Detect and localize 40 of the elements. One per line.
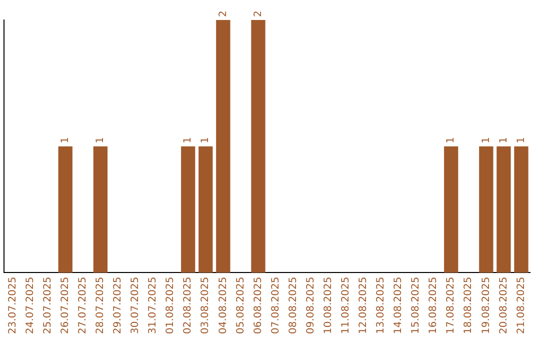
x-tick-label: 17.08.2025 [446,276,457,334]
data-label: 1 [516,136,527,144]
x-tick-label: 23.07.2025 [7,276,18,334]
x-tick-label: 06.08.2025 [252,276,264,334]
x-tick-label: 28.07.2025 [95,276,106,334]
x-tick-label: 08.08.2025 [288,276,299,334]
x-tick-label: 19.08.2025 [480,276,492,334]
data-label: 1 [95,136,106,144]
data-label: 1 [446,136,457,144]
x-tick-label: 20.08.2025 [498,276,510,334]
x-tick-label: 12.08.2025 [358,276,370,334]
x-tick-label: 18.08.2025 [463,276,474,334]
data-label: 2 [252,10,264,17]
x-tick-label: 10.08.2025 [322,276,334,334]
x-tick-label: 15.08.2025 [410,276,422,334]
data-label: 1 [60,136,71,144]
x-tick-label: 14.08.2025 [393,276,404,334]
data-label: 2 [218,10,229,17]
x-tick-label: 02.08.2025 [182,276,194,334]
x-tick-label: 21.08.2025 [516,276,527,334]
x-tick-label: 31.07.2025 [148,276,159,334]
x-tick-label: 16.08.2025 [428,276,440,334]
data-label: 1 [480,136,492,144]
x-tick-label: 26.07.2025 [60,276,71,334]
x-tick-label: 24.07.2025 [24,276,36,334]
x-tick-label: 09.08.2025 [305,276,316,334]
x-tick-label: 29.07.2025 [112,276,124,334]
x-tick-label: 04.08.2025 [218,276,229,334]
data-label: 1 [200,136,212,144]
x-tick-label: 01.08.2025 [165,276,176,334]
x-tick-label: 25.07.2025 [42,276,54,334]
x-tick-label: 27.07.2025 [77,276,88,334]
x-tick-label: 03.08.2025 [200,276,212,334]
x-tick-label: 07.08.2025 [270,276,282,334]
x-tick-label: 05.08.2025 [235,276,246,334]
data-label: 1 [498,136,510,144]
x-tick-label: 13.08.2025 [376,276,387,334]
data-label: 1 [182,136,194,144]
x-tick-label: 30.07.2025 [130,276,142,334]
x-tick-label: 11.08.2025 [340,276,352,334]
